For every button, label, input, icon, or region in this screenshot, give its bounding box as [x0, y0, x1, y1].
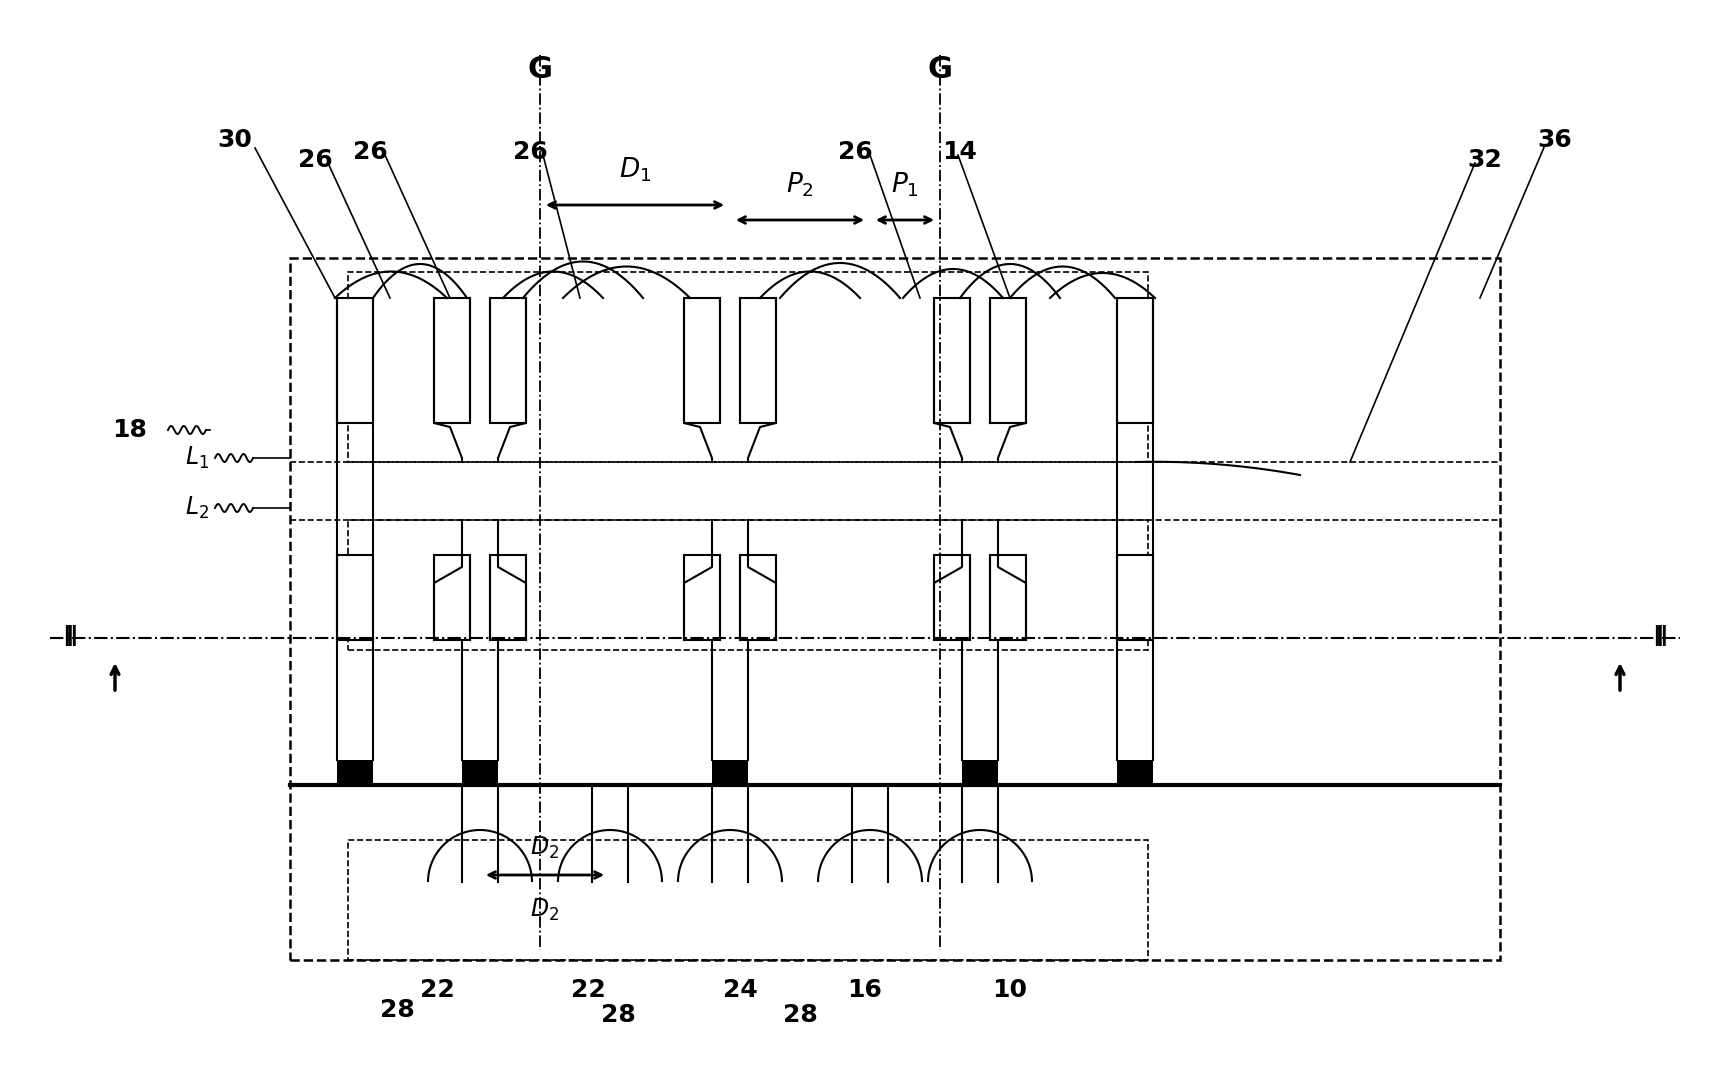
Bar: [349, 272, 1149, 462]
Text: 14: 14: [942, 140, 977, 164]
Text: 26: 26: [512, 140, 547, 164]
Text: $\rm I\!I\!I$: $\rm I\!I\!I$: [1652, 625, 1667, 652]
Text: $D_2$: $D_2$: [531, 897, 559, 923]
Bar: [741, 298, 776, 423]
Text: 22: 22: [420, 978, 455, 1002]
Text: 18: 18: [113, 418, 147, 442]
Bar: [991, 298, 1025, 423]
Text: 10: 10: [992, 978, 1027, 1002]
Bar: [1117, 761, 1154, 786]
Bar: [933, 298, 970, 423]
Bar: [462, 761, 498, 786]
Text: $P_1$: $P_1$: [892, 171, 920, 199]
Text: 16: 16: [848, 978, 883, 1002]
Bar: [933, 555, 970, 640]
Bar: [684, 298, 720, 423]
Bar: [741, 555, 776, 640]
Bar: [711, 761, 748, 786]
Bar: [349, 520, 1149, 650]
Text: $L_2$: $L_2$: [186, 495, 208, 521]
Text: G: G: [527, 55, 552, 85]
Text: $D_1$: $D_1$: [619, 156, 651, 184]
Bar: [337, 761, 373, 786]
Text: 26: 26: [298, 148, 333, 172]
Bar: [290, 258, 1501, 960]
Text: $\rm I\!I\!I$: $\rm I\!I\!I$: [62, 625, 78, 652]
Text: 32: 32: [1468, 148, 1503, 172]
Text: 22: 22: [571, 978, 606, 1002]
Bar: [684, 555, 720, 640]
Bar: [991, 555, 1025, 640]
Text: 30: 30: [217, 128, 252, 152]
Bar: [434, 298, 470, 423]
Text: 36: 36: [1537, 128, 1572, 152]
Text: $L_1$: $L_1$: [186, 445, 208, 471]
Bar: [337, 555, 373, 640]
Bar: [337, 298, 373, 423]
Text: G: G: [928, 55, 953, 85]
Text: $P_2$: $P_2$: [786, 171, 814, 199]
Text: $D_2$: $D_2$: [531, 834, 559, 861]
Text: 28: 28: [380, 998, 415, 1022]
Text: 28: 28: [782, 1003, 817, 1027]
Text: 26: 26: [352, 140, 387, 164]
Text: 26: 26: [838, 140, 873, 164]
Bar: [1117, 555, 1154, 640]
Bar: [489, 298, 526, 423]
Text: 28: 28: [600, 1003, 635, 1027]
Bar: [1117, 298, 1154, 423]
Bar: [349, 840, 1149, 960]
Bar: [489, 555, 526, 640]
Bar: [961, 761, 998, 786]
Bar: [434, 555, 470, 640]
Text: 24: 24: [722, 978, 758, 1002]
